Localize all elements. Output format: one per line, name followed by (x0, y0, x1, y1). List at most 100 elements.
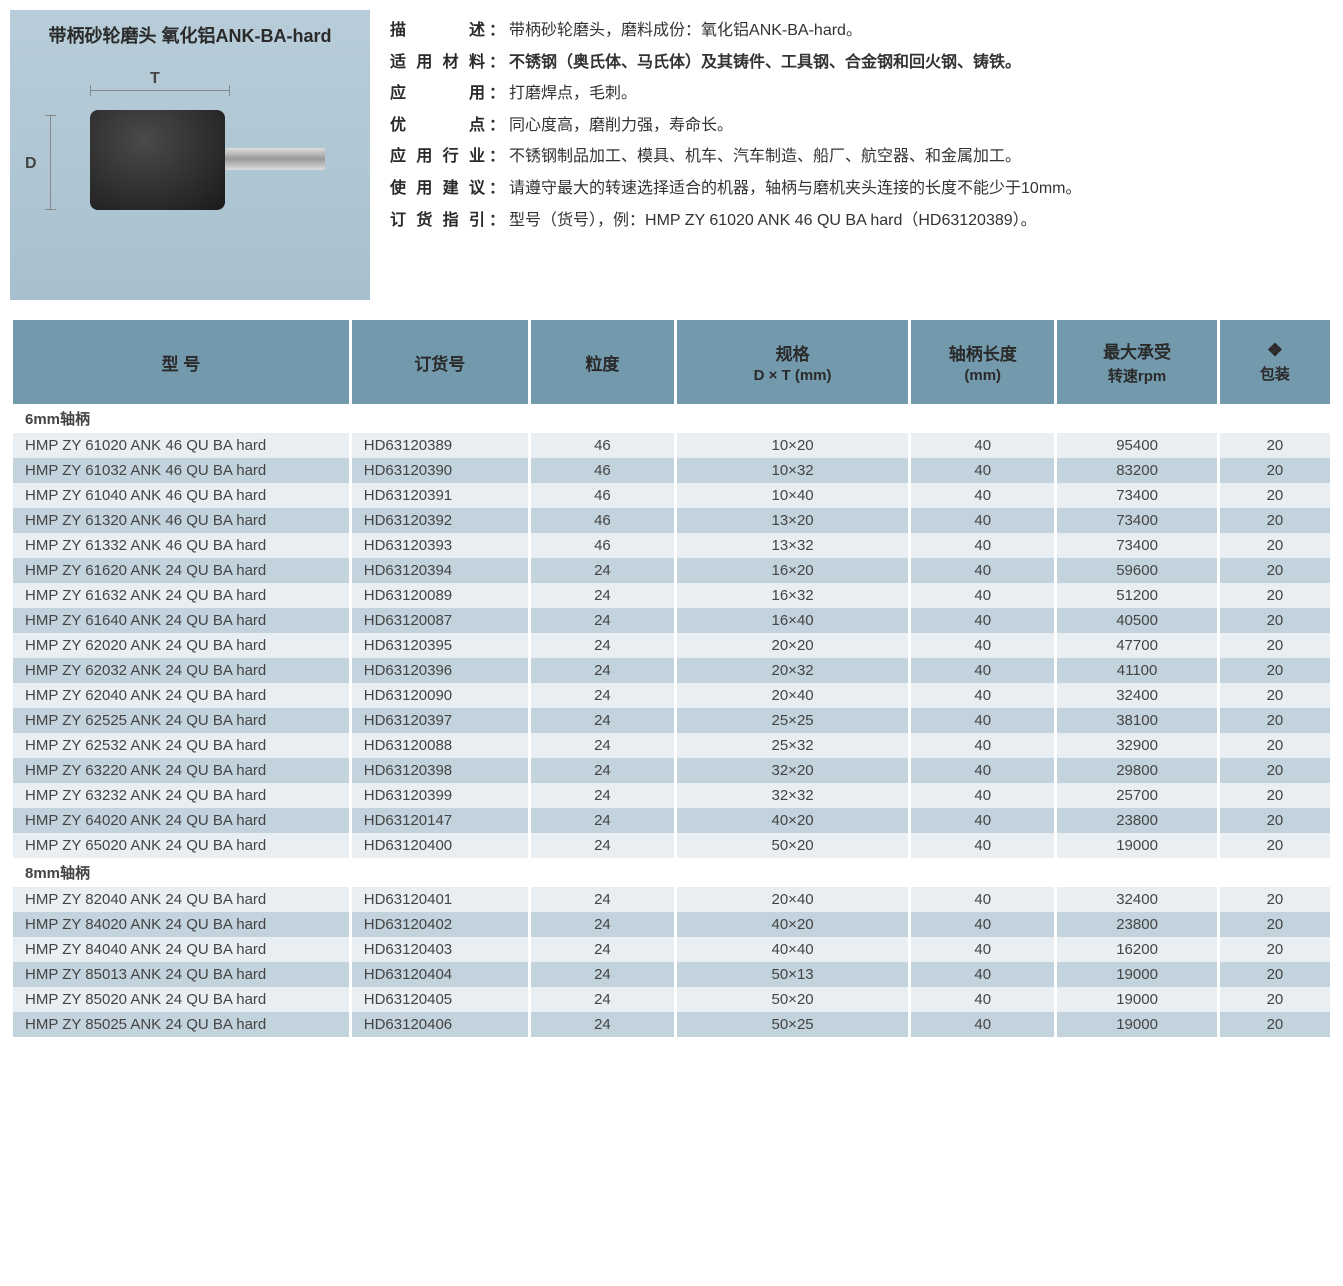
description-row: 适用材料：不锈钢（奥氏体、马氏体）及其铸件、工具钢、合金钢和回火钢、铸铁。 (390, 50, 1333, 76)
table-row: HMP ZY 63232 ANK 24 QU BA hardHD63120399… (13, 783, 1330, 808)
cell-model: HMP ZY 65020 ANK 24 QU BA hard (13, 833, 349, 858)
cell-order: HD63120405 (352, 987, 528, 1012)
header-model: 型 号 (13, 320, 349, 404)
cell-shank: 40 (911, 533, 1054, 558)
cell-order: HD63120401 (352, 887, 528, 912)
cell-rpm: 38100 (1057, 708, 1217, 733)
cell-model: HMP ZY 63220 ANK 24 QU BA hard (13, 758, 349, 783)
table-row: HMP ZY 85025 ANK 24 QU BA hardHD63120406… (13, 1012, 1330, 1037)
cell-order: HD63120090 (352, 683, 528, 708)
cell-shank: 40 (911, 783, 1054, 808)
cell-order: HD63120397 (352, 708, 528, 733)
cell-shank: 40 (911, 558, 1054, 583)
description-value: 同心度高，磨削力强，寿命长。 (509, 113, 733, 139)
table-row: HMP ZY 62020 ANK 24 QU BA hardHD63120395… (13, 633, 1330, 658)
table-row: HMP ZY 61332 ANK 46 QU BA hardHD63120393… (13, 533, 1330, 558)
cell-grit: 46 (531, 533, 674, 558)
cell-grit: 24 (531, 758, 674, 783)
table-row: HMP ZY 61632 ANK 24 QU BA hardHD63120089… (13, 583, 1330, 608)
description-value: 不锈钢（奥氏体、马氏体）及其铸件、工具钢、合金钢和回火钢、铸铁。 (509, 50, 1021, 76)
table-row: HMP ZY 82040 ANK 24 QU BA hardHD63120401… (13, 887, 1330, 912)
cell-model: HMP ZY 61320 ANK 46 QU BA hard (13, 508, 349, 533)
table-row: HMP ZY 62040 ANK 24 QU BA hardHD63120090… (13, 683, 1330, 708)
cell-shank: 40 (911, 987, 1054, 1012)
cell-rpm: 95400 (1057, 433, 1217, 458)
cell-spec: 10×40 (677, 483, 908, 508)
cell-grit: 24 (531, 658, 674, 683)
cell-shank: 40 (911, 708, 1054, 733)
cell-spec: 50×20 (677, 987, 908, 1012)
header-shank: 轴柄长度 (mm) (911, 320, 1054, 404)
cell-rpm: 32900 (1057, 733, 1217, 758)
cell-rpm: 51200 (1057, 583, 1217, 608)
cell-model: HMP ZY 85013 ANK 24 QU BA hard (13, 962, 349, 987)
cell-model: HMP ZY 84040 ANK 24 QU BA hard (13, 937, 349, 962)
cell-pack: 20 (1220, 887, 1330, 912)
description-row: 使用建议：请遵守最大的转速选择适合的机器，轴柄与磨机夹头连接的长度不能少于10m… (390, 176, 1333, 202)
cell-spec: 50×13 (677, 962, 908, 987)
cell-rpm: 23800 (1057, 912, 1217, 937)
cell-grit: 24 (531, 733, 674, 758)
cell-shank: 40 (911, 608, 1054, 633)
cell-grit: 24 (531, 912, 674, 937)
cell-pack: 20 (1220, 808, 1330, 833)
cell-pack: 20 (1220, 1012, 1330, 1037)
cell-order: HD63120392 (352, 508, 528, 533)
header-order: 订货号 (352, 320, 528, 404)
cell-grit: 24 (531, 808, 674, 833)
section-title: 8mm轴柄 (13, 858, 1330, 887)
cell-order: HD63120089 (352, 583, 528, 608)
header-spec: 规格 D × T (mm) (677, 320, 908, 404)
cell-rpm: 40500 (1057, 608, 1217, 633)
cell-pack: 20 (1220, 783, 1330, 808)
cell-spec: 20×40 (677, 887, 908, 912)
cell-shank: 40 (911, 758, 1054, 783)
table-row: HMP ZY 61320 ANK 46 QU BA hardHD63120392… (13, 508, 1330, 533)
cell-spec: 25×25 (677, 708, 908, 733)
cell-rpm: 73400 (1057, 483, 1217, 508)
description-value: 带柄砂轮磨头，磨料成份：氧化铝ANK-BA-hard。 (509, 18, 862, 44)
dimension-t-label: T (150, 70, 160, 88)
package-icon: ❖ (1267, 340, 1283, 361)
cell-order: HD63120088 (352, 733, 528, 758)
cell-pack: 20 (1220, 533, 1330, 558)
cell-shank: 40 (911, 433, 1054, 458)
cell-grit: 24 (531, 683, 674, 708)
cell-order: HD63120394 (352, 558, 528, 583)
header-rpm: 最大承受 转速rpm (1057, 320, 1217, 404)
description-row: 应 用：打磨焊点，毛刺。 (390, 81, 1333, 107)
cell-spec: 10×32 (677, 458, 908, 483)
cell-order: HD63120398 (352, 758, 528, 783)
grinding-head-icon (90, 110, 225, 210)
cell-grit: 24 (531, 608, 674, 633)
description-value: 不锈钢制品加工、模具、机车、汽车制造、船厂、航空器、和金属加工。 (509, 144, 1021, 170)
cell-rpm: 83200 (1057, 458, 1217, 483)
table-row: HMP ZY 61040 ANK 46 QU BA hardHD63120391… (13, 483, 1330, 508)
cell-spec: 32×20 (677, 758, 908, 783)
cell-order: HD63120395 (352, 633, 528, 658)
cell-shank: 40 (911, 937, 1054, 962)
cell-order: HD63120389 (352, 433, 528, 458)
cell-spec: 13×20 (677, 508, 908, 533)
cell-model: HMP ZY 62020 ANK 24 QU BA hard (13, 633, 349, 658)
cell-rpm: 41100 (1057, 658, 1217, 683)
cell-order: HD63120087 (352, 608, 528, 633)
description-row: 描 述：带柄砂轮磨头，磨料成份：氧化铝ANK-BA-hard。 (390, 18, 1333, 44)
description-label: 应 用 (390, 81, 485, 107)
cell-spec: 40×20 (677, 912, 908, 937)
cell-spec: 40×40 (677, 937, 908, 962)
cell-pack: 20 (1220, 962, 1330, 987)
cell-shank: 40 (911, 1012, 1054, 1037)
cell-spec: 50×25 (677, 1012, 908, 1037)
description-value: 请遵守最大的转速选择适合的机器，轴柄与磨机夹头连接的长度不能少于10mm。 (509, 176, 1081, 202)
cell-grit: 24 (531, 583, 674, 608)
cell-grit: 46 (531, 433, 674, 458)
product-diagram: T D (40, 70, 340, 270)
cell-model: HMP ZY 61020 ANK 46 QU BA hard (13, 433, 349, 458)
cell-grit: 46 (531, 458, 674, 483)
description-row: 应用行业：不锈钢制品加工、模具、机车、汽车制造、船厂、航空器、和金属加工。 (390, 144, 1333, 170)
cell-pack: 20 (1220, 833, 1330, 858)
description-label: 使用建议 (390, 176, 485, 202)
cell-model: HMP ZY 63232 ANK 24 QU BA hard (13, 783, 349, 808)
dimension-t-line (90, 90, 230, 91)
